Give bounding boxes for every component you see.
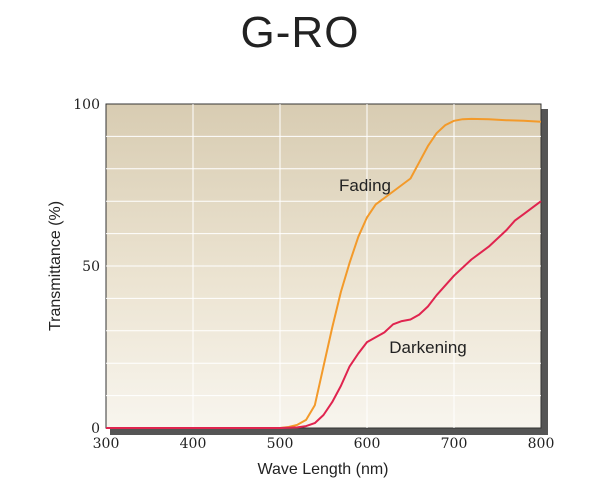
x-tick-label: 600: [354, 436, 381, 452]
series-line-darkening: [106, 200, 542, 429]
y-tick-label: 100: [73, 97, 100, 113]
x-tick-label: 300: [93, 436, 120, 452]
series-line-fading: [106, 117, 542, 429]
x-axis-label: Wave Length (nm): [257, 461, 388, 478]
y-tick-label: 0: [91, 421, 100, 437]
x-tick-label: 800: [528, 436, 555, 452]
series-label-darkening: Darkening: [389, 338, 467, 357]
tick-labels: 300 400 500 600 700 800 0 50 100: [73, 97, 554, 452]
x-tick-label: 700: [441, 436, 468, 452]
grid: [106, 104, 541, 428]
x-tick-label: 500: [267, 436, 294, 452]
series-label-fading: Fading: [339, 176, 391, 195]
series-lines: [106, 117, 542, 429]
y-axis-label: Transmittance (%): [47, 201, 64, 331]
series-labels: Fading Darkening: [339, 176, 467, 357]
chart-title: G-RO: [240, 8, 360, 57]
x-tick-label: 400: [180, 436, 207, 452]
y-tick-label: 50: [82, 259, 100, 275]
